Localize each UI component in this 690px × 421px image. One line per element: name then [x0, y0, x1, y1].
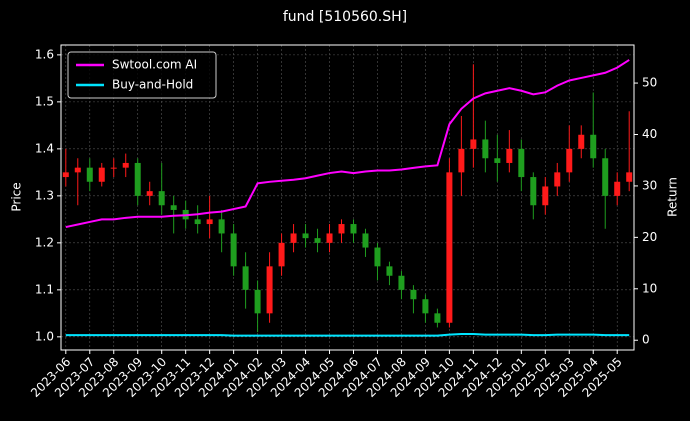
candle-body: [62, 172, 69, 178]
candle-body: [350, 224, 357, 234]
candle-body: [578, 134, 585, 149]
candle-body: [338, 224, 345, 234]
candle-body: [506, 148, 513, 163]
candle-body: [446, 172, 453, 323]
y-tick-label: 1.5: [35, 94, 54, 108]
legend-label: Swtool.com AI: [112, 58, 197, 72]
candle-body: [170, 205, 177, 210]
y-axis-label: Price: [10, 182, 24, 211]
candle-body: [110, 167, 117, 169]
candle-body: [614, 181, 621, 196]
candle-body: [254, 289, 261, 314]
line-series: [65, 333, 630, 337]
candle-body: [218, 219, 225, 234]
candle-body: [290, 233, 297, 243]
candle-body: [494, 158, 501, 163]
candle-body: [194, 219, 201, 225]
candle-body: [302, 233, 309, 239]
candle-body: [626, 172, 633, 182]
candle-body: [326, 233, 333, 243]
candle-body: [146, 191, 153, 196]
candle-body: [602, 158, 609, 196]
y-tick-label: 1.1: [35, 282, 54, 296]
candle-body: [374, 247, 381, 267]
candle-body: [98, 167, 105, 182]
candle-body: [74, 167, 81, 173]
candle-body: [530, 177, 537, 206]
candle-body: [242, 266, 249, 290]
candle-body: [542, 186, 549, 206]
plot-frame: [60, 44, 635, 351]
candle-body: [470, 139, 477, 149]
candle-body: [554, 172, 561, 187]
candle-body: [230, 233, 237, 267]
y2-tick-label: 50: [642, 76, 657, 90]
candle-body: [518, 148, 525, 178]
y-tick-label: 1.0: [35, 329, 54, 343]
y2-tick-label: 20: [642, 230, 657, 244]
candle-body: [278, 242, 285, 267]
candle-body: [482, 139, 489, 159]
candle-body: [134, 162, 141, 196]
y2-tick-label: 30: [642, 178, 657, 192]
y-tick-label: 1.4: [35, 141, 54, 155]
candle-body: [590, 134, 597, 159]
candle-body: [566, 148, 573, 173]
candle-body: [434, 313, 441, 323]
y-tick-label: 1.6: [35, 47, 54, 61]
y-tick-label: 1.2: [35, 235, 54, 249]
candle-body: [410, 289, 417, 300]
legend-box: [67, 51, 217, 99]
candle-body: [398, 275, 405, 290]
legend: Swtool.com AI Buy-and-Hold: [67, 51, 217, 99]
candle-body: [458, 148, 465, 173]
chart-title: fund [510560.SH]: [283, 9, 407, 25]
candle-body: [314, 238, 321, 243]
legend-label: Buy-and-Hold: [112, 78, 193, 92]
candle-body: [86, 167, 93, 182]
candle-body: [386, 266, 393, 276]
candle-body: [422, 299, 429, 314]
candle-body: [206, 219, 213, 225]
candle-body: [122, 162, 129, 168]
candle-body: [266, 266, 273, 314]
y2-tick-label: 10: [642, 281, 657, 295]
y2-tick-label: 0: [642, 333, 650, 347]
y2-tick-label: 40: [642, 127, 657, 141]
line-series: [65, 59, 630, 229]
candle-body: [362, 233, 369, 248]
candle-body: [158, 191, 165, 206]
y-tick-label: 1.3: [35, 188, 54, 202]
y2-axis-label: Return: [666, 177, 680, 217]
